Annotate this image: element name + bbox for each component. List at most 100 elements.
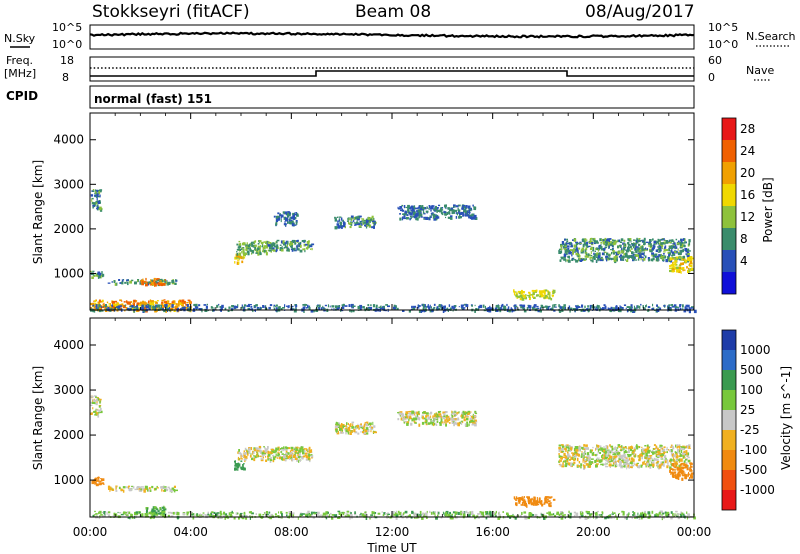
echo-cell-9 bbox=[526, 504, 528, 508]
echo-cell-10 bbox=[559, 459, 561, 463]
echo-cell-6 bbox=[294, 452, 296, 456]
echo-cell-4 bbox=[387, 513, 390, 515]
echo-cell-4 bbox=[350, 515, 353, 517]
echo-cell-5 bbox=[277, 307, 281, 310]
echo-cell-4 bbox=[600, 515, 602, 517]
echo-cell-13 bbox=[664, 255, 667, 259]
echo-cell-12 bbox=[548, 291, 550, 294]
echo-cell-10 bbox=[667, 461, 669, 465]
echo-cell-13 bbox=[638, 247, 641, 251]
echo-cell-5 bbox=[376, 308, 380, 311]
echo-cell-5 bbox=[136, 304, 138, 307]
echo-cell-10 bbox=[571, 463, 575, 466]
echo-cell-10 bbox=[595, 448, 597, 451]
echo-cell-7 bbox=[242, 252, 246, 256]
echo-cell-10 bbox=[651, 459, 655, 462]
echo-cell-13 bbox=[584, 255, 588, 258]
echo-cell-9 bbox=[294, 217, 297, 220]
echo-cell-13 bbox=[612, 257, 614, 260]
echo-cell-11 bbox=[413, 206, 415, 208]
echo-cell-8 bbox=[309, 245, 313, 248]
echo-cell-5 bbox=[241, 467, 244, 471]
echo-cell-13 bbox=[665, 240, 669, 243]
echo-cell-5 bbox=[220, 307, 223, 310]
echo-cell-6 bbox=[240, 458, 243, 460]
echo-cell-13 bbox=[638, 249, 642, 252]
echo-cell-4 bbox=[233, 516, 236, 520]
echo-cell-6 bbox=[264, 447, 266, 450]
echo-cell-4 bbox=[315, 511, 318, 515]
echo-cell-12 bbox=[515, 294, 518, 298]
echo-cell-5 bbox=[234, 460, 236, 463]
echo-cell-10 bbox=[561, 444, 564, 446]
echo-cell-9 bbox=[293, 224, 297, 226]
echo-cell-4 bbox=[449, 515, 453, 517]
echo-cell-5 bbox=[559, 305, 561, 309]
echo-cell-8 bbox=[404, 416, 408, 419]
echo-cell-2 bbox=[127, 282, 129, 286]
echo-cell-5 bbox=[95, 304, 98, 308]
echo-cell-10 bbox=[612, 453, 616, 456]
nsearch-tick-bottom: 10^0 bbox=[708, 38, 738, 51]
echo-cell-10 bbox=[645, 464, 647, 468]
echo-cell-13 bbox=[571, 253, 573, 257]
echo-cell-2 bbox=[163, 487, 167, 490]
echo-cell-10 bbox=[609, 455, 613, 459]
echo-cell-4 bbox=[106, 511, 108, 515]
echo-cell-11 bbox=[408, 206, 412, 210]
echo-cell-5 bbox=[93, 309, 96, 313]
echo-cell-5 bbox=[220, 309, 222, 312]
echo-cell-4 bbox=[277, 515, 280, 517]
echo-cell-13 bbox=[589, 238, 592, 243]
echo-cell-9 bbox=[526, 496, 529, 498]
echo-cell-13 bbox=[611, 251, 613, 255]
echo-cell-7 bbox=[258, 240, 262, 243]
echo-cell-7 bbox=[369, 425, 372, 428]
echo-cell-5 bbox=[92, 309, 95, 313]
echo-cell-4 bbox=[191, 512, 193, 516]
echo-cell-4 bbox=[370, 514, 374, 516]
echo-cell-5 bbox=[275, 304, 278, 307]
echo-cell-9 bbox=[295, 220, 298, 223]
echo-cell-6 bbox=[272, 459, 275, 463]
echo-cell-4 bbox=[249, 515, 251, 518]
echo-cell-7 bbox=[347, 422, 349, 426]
echo-cell-7 bbox=[236, 248, 240, 251]
echo-cell-11 bbox=[437, 210, 440, 212]
echo-cell-8 bbox=[279, 247, 282, 251]
echo-cell-7 bbox=[352, 423, 354, 427]
echo-cell-6 bbox=[285, 449, 288, 453]
echo-cell-4 bbox=[659, 514, 661, 517]
echo-cell-5 bbox=[275, 309, 278, 312]
echo-cell-5 bbox=[224, 307, 227, 310]
echo-cell-1 bbox=[93, 274, 96, 277]
echo-cell-4 bbox=[419, 510, 422, 514]
echo-cell-7 bbox=[359, 426, 363, 429]
echo-cell-7 bbox=[259, 245, 262, 247]
echo-cell-8 bbox=[457, 417, 459, 420]
echo-cell-6 bbox=[237, 451, 239, 454]
echo-cell-10 bbox=[558, 455, 561, 458]
echo-cell-4 bbox=[663, 512, 666, 514]
echo-cell-4 bbox=[241, 515, 245, 518]
echo-cell-5 bbox=[237, 467, 239, 471]
echo-cell-2 bbox=[161, 486, 164, 489]
echo-cell-10 bbox=[645, 452, 648, 456]
echo-cell-11 bbox=[425, 216, 428, 220]
echo-cell-5 bbox=[623, 304, 627, 306]
echo-cell-6 bbox=[247, 450, 249, 454]
echo-cell-11 bbox=[474, 217, 478, 220]
echo-cell-14 bbox=[682, 262, 684, 265]
echo-cell-7 bbox=[251, 241, 253, 243]
echo-cell-11 bbox=[450, 215, 453, 218]
echo-cell-0 bbox=[96, 412, 98, 416]
echo-cell-5 bbox=[674, 306, 678, 309]
echo-cell-4 bbox=[305, 514, 308, 516]
echo-cell-4 bbox=[146, 513, 149, 516]
echo-cell-8 bbox=[474, 419, 477, 422]
echo-cell-4 bbox=[400, 513, 404, 516]
echo-cell-10 bbox=[642, 452, 645, 455]
echo-cell-9 bbox=[286, 212, 289, 216]
echo-cell-13 bbox=[604, 246, 608, 248]
echo-cell-7 bbox=[365, 427, 369, 430]
